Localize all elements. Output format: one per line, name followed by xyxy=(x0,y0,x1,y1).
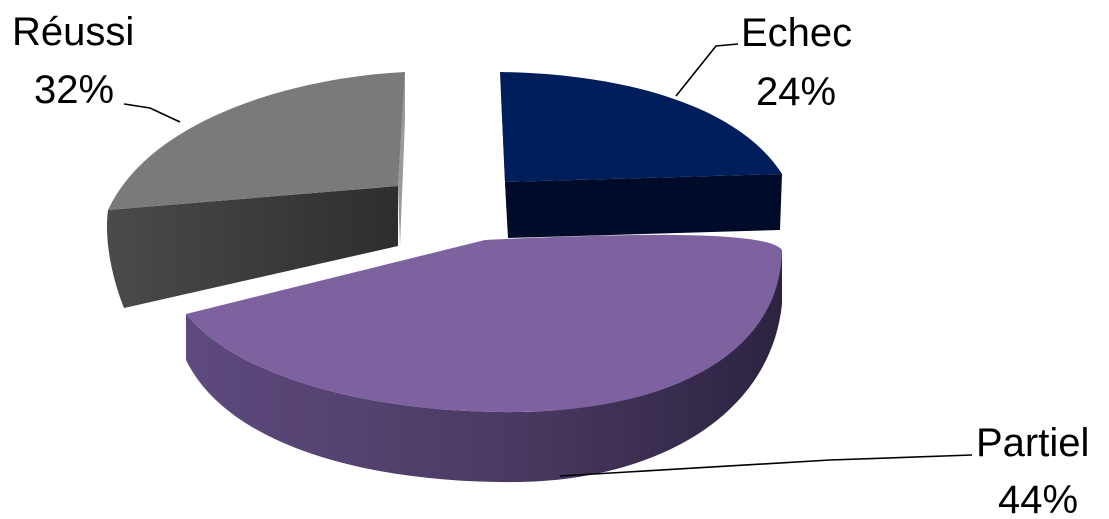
slice-echec-top xyxy=(500,72,782,182)
slice-reussi-top xyxy=(108,72,405,210)
leader-line-reussi xyxy=(123,103,181,123)
slice-reussi-outer-side xyxy=(398,72,405,246)
leader-line-partiel xyxy=(559,454,973,477)
slice-label-reussi: Réussi xyxy=(12,10,134,54)
slice-echec xyxy=(500,72,782,238)
slice-partiel-side xyxy=(186,250,782,483)
leader-line-echec xyxy=(675,43,739,97)
slice-pct-partiel: 44% xyxy=(998,478,1078,519)
slice-partiel xyxy=(186,234,782,483)
slice-label-partiel: Partiel xyxy=(976,421,1089,465)
slice-pct-reussi: 32% xyxy=(34,68,114,112)
slice-reussi xyxy=(106,72,405,308)
slice-reussi-side xyxy=(106,186,399,308)
slice-pct-echec: 24% xyxy=(756,70,836,114)
slice-label-echec: Echec xyxy=(741,11,852,55)
slice-echec-side xyxy=(505,174,782,238)
slice-partiel-top xyxy=(186,234,782,413)
